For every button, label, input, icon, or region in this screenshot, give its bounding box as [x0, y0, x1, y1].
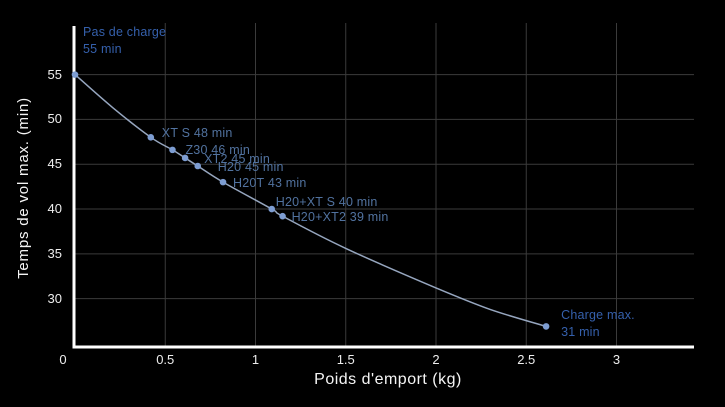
point-label-0: Pas de charge 55 min [83, 24, 166, 58]
point-label-line: 31 min [561, 325, 600, 340]
point-label-line: 55 min [83, 41, 122, 56]
y-tick-label-40: 40 [47, 201, 62, 217]
y-tick-label-50: 50 [47, 111, 62, 127]
data-point-3 [181, 154, 189, 162]
x-tick-label-0: 0 [59, 352, 67, 367]
point-label-line: XT S 48 min [161, 126, 233, 141]
y-tick-label-30: 30 [47, 290, 62, 306]
data-point-0 [71, 71, 79, 78]
y-axis-title: Temps de vol max. (min) [15, 97, 32, 279]
point-label-line: Pas de charge [83, 24, 167, 39]
point-label-line: H20+XT2 39 min [291, 210, 389, 225]
x-axis-title: Poids d'emport (kg) [314, 371, 462, 388]
x-tick-label-3: 3 [612, 352, 621, 367]
point-label-line: XT2 45 min [204, 151, 271, 166]
x-tick-label-0.5: 0.5 [156, 352, 175, 367]
data-point-7 [279, 212, 286, 220]
y-tick-label-35: 35 [47, 245, 62, 261]
data-point-5 [219, 178, 227, 186]
data-point-2 [169, 146, 176, 154]
point-label-3: XT2 45 min [204, 151, 270, 168]
y-tick-label-55: 55 [47, 66, 62, 82]
point-label-4: H20 45 min [218, 159, 284, 176]
point-label-7: H20+XT2 39 min [292, 209, 389, 226]
point-label-5: H20T 43 min [233, 175, 307, 192]
data-point-4 [194, 162, 202, 170]
point-label-8: Charge max. 31 min [561, 307, 635, 341]
point-label-line: H20+XT S 40 min [275, 195, 378, 210]
x-tick-label-1: 1 [251, 352, 260, 367]
point-label-2: Z30 46 min [185, 142, 250, 159]
x-tick-label-2.5: 2.5 [517, 352, 536, 367]
data-point-8 [542, 323, 550, 330]
data-point-6 [268, 205, 276, 213]
point-label-line: Charge max. [561, 308, 635, 323]
point-label-line: Z30 46 min [185, 142, 250, 157]
point-label-1: XT S 48 min [162, 125, 233, 142]
point-label-line: H20 45 min [217, 160, 284, 174]
point-label-line: H20T 43 min [233, 176, 307, 191]
data-point-1 [147, 134, 155, 141]
point-label-6: H20+XT S 40 min [276, 194, 378, 211]
y-tick-label-45: 45 [47, 156, 62, 172]
x-tick-label-2: 2 [432, 352, 440, 367]
x-tick-label-1.5: 1.5 [336, 352, 355, 367]
